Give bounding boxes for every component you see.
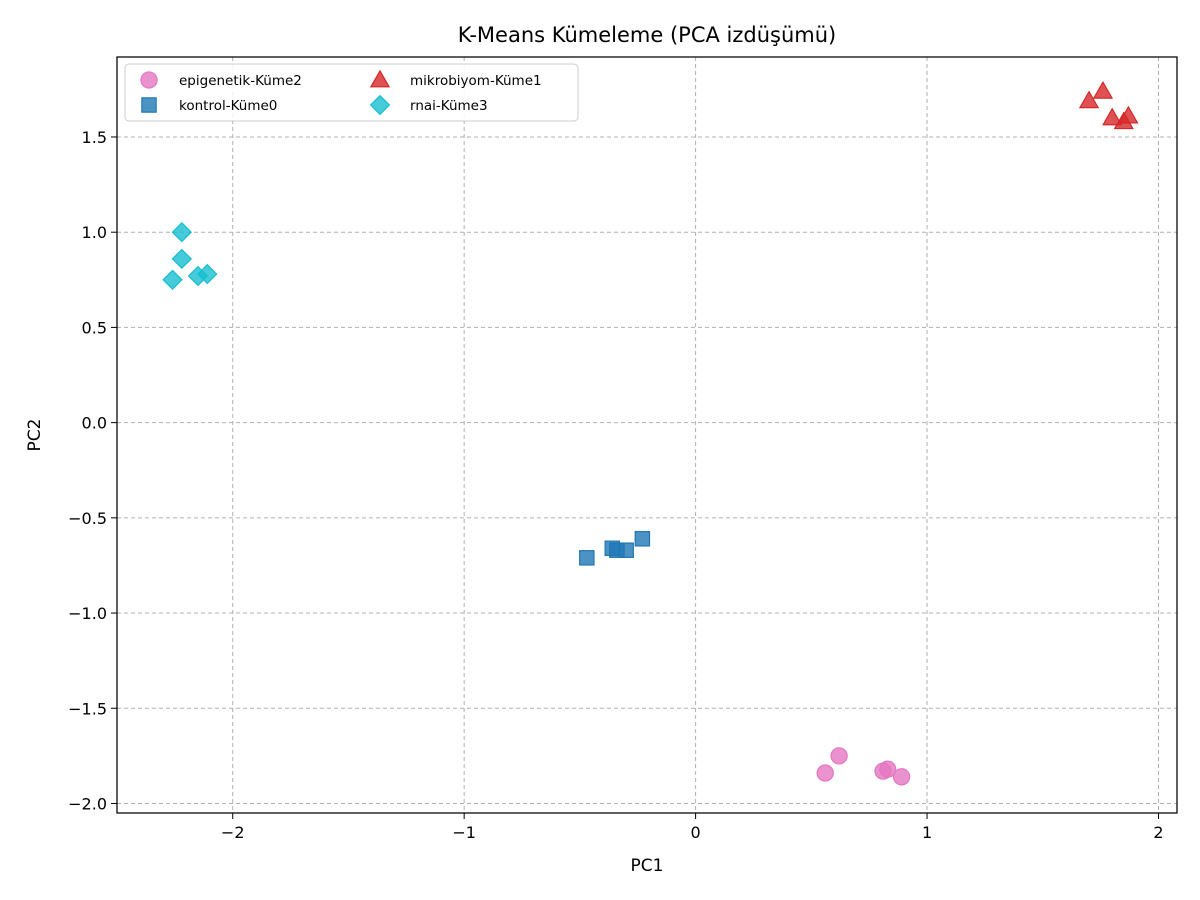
legend-marker <box>141 97 157 113</box>
y-axis-title: PC2 <box>25 419 45 452</box>
legend-label: epigenetik-Küme2 <box>179 73 302 89</box>
data-points <box>162 80 1139 786</box>
x-tick-label: 2 <box>1153 823 1163 842</box>
data-point <box>171 221 193 243</box>
legend: epigenetik-Küme2 kontrol-Küme0 mikrobiyom-… <box>124 63 579 122</box>
legend-marker <box>369 94 391 116</box>
data-point <box>634 531 651 547</box>
data-point <box>618 542 634 558</box>
y-tick-label: 1.0 <box>82 223 107 242</box>
data-point <box>879 760 897 778</box>
data-point <box>830 747 848 765</box>
y-tick-label: −1.5 <box>68 699 107 718</box>
data-point <box>1118 105 1139 124</box>
y-tick-label: −0.5 <box>68 509 107 528</box>
y-tick-label: −1.0 <box>68 604 107 623</box>
axis-ticks: −2 −1 0 1 2 −2.0 −1.5 −1.0 −0.5 0.0 0.5 1.0 1.5 <box>68 128 1163 842</box>
plot-area-frame <box>116 56 1178 814</box>
y-tick-label: 0.0 <box>82 414 107 433</box>
data-point <box>197 263 218 285</box>
x-tick-label: 0 <box>691 823 701 842</box>
data-point <box>1102 107 1123 126</box>
legend-label: rnai-Küme3 <box>410 98 488 114</box>
legend-box <box>124 63 579 122</box>
legend-label: kontrol-Küme0 <box>179 98 277 114</box>
data-point <box>1092 80 1114 99</box>
legend-label: mikrobiyom-Küme1 <box>410 73 542 89</box>
data-point <box>1078 90 1100 109</box>
data-point <box>892 768 911 786</box>
x-axis-title: PC1 <box>631 856 664 876</box>
data-point <box>816 764 834 782</box>
chart-title: K-Means Kümeleme (PCA izdüşümü) <box>458 23 836 47</box>
y-tick-label: −2.0 <box>68 794 107 813</box>
data-point <box>162 269 183 291</box>
legend-marker <box>369 69 391 88</box>
legend-marker <box>140 71 158 89</box>
grid <box>117 57 1177 813</box>
x-tick-label: −2 <box>221 823 245 842</box>
x-tick-label: 1 <box>922 823 932 842</box>
x-tick-label: −1 <box>452 823 476 842</box>
data-point <box>579 550 595 566</box>
data-point <box>171 248 193 270</box>
y-tick-label: 0.5 <box>82 318 107 337</box>
y-tick-label: 1.5 <box>82 128 107 147</box>
